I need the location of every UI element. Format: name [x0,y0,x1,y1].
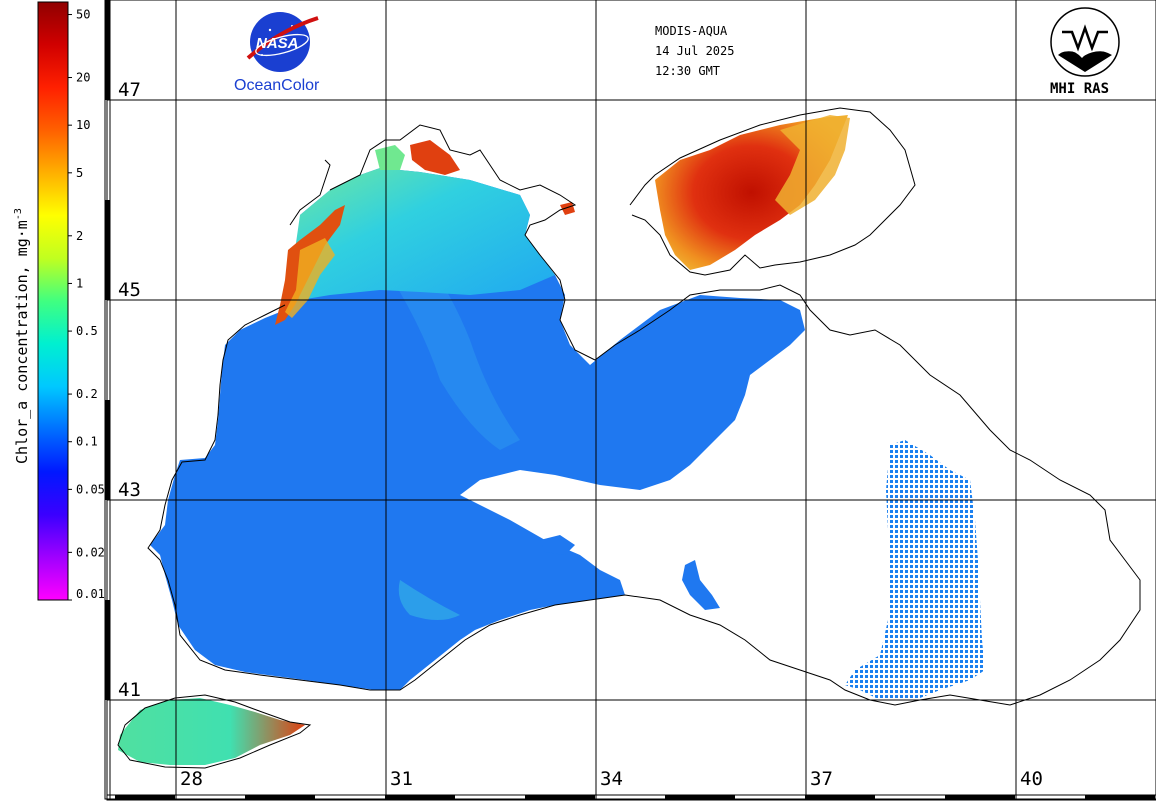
colorbar-gradient [37,1,69,601]
colorbar-tick-label: 20 [76,71,90,85]
lat-label-45: 45 [118,279,141,301]
colorbar-title: Chlor_a concentration, mg·m-3 [13,208,31,464]
colorbar-tick-label: 0.05 [76,482,105,496]
bottom-scale-bar [106,794,1156,801]
longitude-labels: 28 31 34 37 40 [180,768,1043,790]
lon-label-31: 31 [390,768,413,790]
header-info: MODIS-AQUA 14 Jul 2025 12:30 GMT [655,24,734,78]
colorbar: 50 20 10 5 2 1 0.5 0.2 0.1 0.05 0.02 0.01 Chlor_a c… [13,1,105,601]
coastline [147,124,1141,706]
se-patch-1 [682,560,720,610]
colorbar-tick-label: 0.01 [76,587,105,601]
karkinit-bloom [560,202,575,215]
colorbar-title-main: Chlor_a concentration, mg·m [13,220,31,464]
time-label: 12:30 GMT [655,64,720,78]
latitude-labels: 47 45 43 41 [118,79,141,701]
nw-shelf [290,168,555,300]
colorbar-tick-label: 0.2 [76,387,98,401]
colorbar-tick-label: 1 [76,276,83,290]
sea-of-marmara [118,698,305,765]
lon-label-37: 37 [810,768,833,790]
colorbar-ticks: 50 20 10 5 2 1 0.5 0.2 0.1 0.05 0.02 0.01 [68,8,105,601]
colorbar-tick-label: 50 [76,8,90,22]
colorbar-tick-label: 10 [76,118,90,132]
lon-label-28: 28 [180,768,203,790]
lat-label-47: 47 [118,79,141,101]
oceancolor-label: OceanColor [234,77,320,94]
se-patch-2 [540,535,575,555]
sea-south-eddy [398,580,460,620]
lat-label-41: 41 [118,679,141,701]
colorbar-tick-label: 0.5 [76,324,98,338]
mhi-logo [1050,7,1120,77]
sensor-label: MODIS-AQUA [655,24,728,38]
lat-label-43: 43 [118,479,141,501]
azov-coastline [629,107,916,276]
dnieper-bloom [410,140,460,175]
date-label: 14 Jul 2025 [655,44,734,58]
marmara-coastline [117,694,312,769]
nasa-logo-word: NASA [256,35,299,52]
nasa-logo: NASA [246,12,319,72]
coastal-bloom-west-edge [285,238,335,318]
mhi-ras-label: MHI RAS [1050,81,1109,97]
azov-east-patchy [775,115,850,215]
odessa-bloom [375,145,405,170]
colorbar-tick-label: 5 [76,166,83,180]
colorbar-title-exp: -3 [13,208,24,220]
east-swath [845,440,985,700]
lon-label-34: 34 [600,768,623,790]
graticule [107,0,1156,799]
colorbar-tick-label: 0.1 [76,435,98,449]
lon-label-40: 40 [1020,768,1043,790]
colorbar-tick-label: 0.02 [76,545,105,559]
colorbar-tick-label: 2 [76,229,83,243]
